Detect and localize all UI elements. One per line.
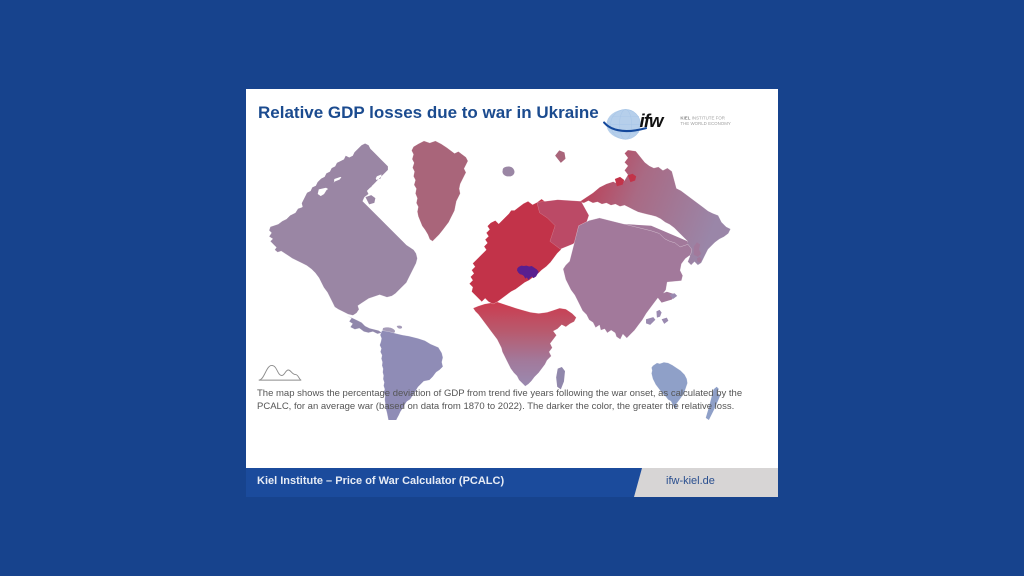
svg-text:THE WORLD ECONOMY: THE WORLD ECONOMY bbox=[680, 121, 730, 126]
svg-text:KIEL INSTITUTE FOR: KIEL INSTITUTE FOR bbox=[680, 116, 725, 121]
svg-text:ifw: ifw bbox=[639, 110, 664, 131]
